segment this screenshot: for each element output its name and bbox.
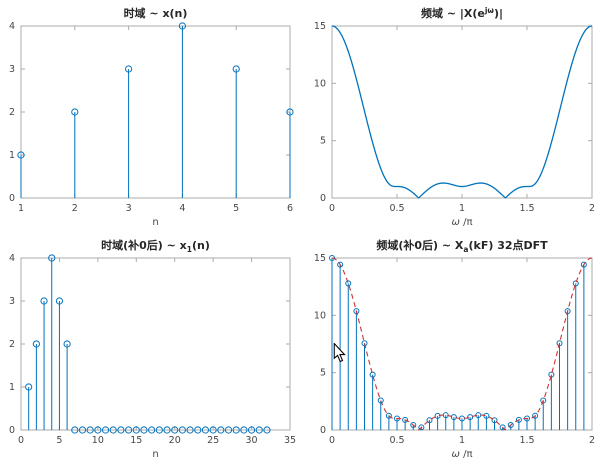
y-tick-label: 10	[314, 310, 326, 321]
y-tick-label: 4	[9, 253, 15, 264]
x-tick-label: 0.5	[389, 203, 404, 214]
dft-32-title: 频域(补0后) ~ Xa(kF) 32点DFT	[376, 238, 548, 254]
y-tick-label: 5	[320, 136, 326, 147]
x-tick-label: 0.5	[389, 435, 404, 446]
y-tick-label: 0	[9, 193, 15, 204]
subplot-time-domain-zero-padded: 0 5 10 15 20 25 30 35 0 1 2 3 4 时域(补0后) ~ x1(n) n	[9, 238, 296, 460]
x-tick-label: 1.5	[519, 435, 534, 446]
x-tick-label: 4	[179, 203, 185, 214]
x-n-stems	[17, 22, 294, 198]
x-tick-label: 0	[329, 203, 335, 214]
y-tick-label: 0	[320, 425, 326, 436]
y-tick-label: 1	[9, 382, 15, 393]
x-n-title: 时域 ~ x(n)	[124, 6, 188, 20]
y-tick-label: 0	[9, 425, 15, 436]
dft-32-stems	[329, 255, 587, 431]
x-tick-label: 1	[18, 203, 24, 214]
x-n-xlabel: n	[152, 217, 158, 228]
x-tick-label: 1	[459, 203, 465, 214]
subplot-dft-32point: 0 0.5 1 1.5 2 0 5 10 15 频域(补0后) ~ Xa(kF) 32点DFT ω …	[314, 238, 595, 460]
y-tick-label: 15	[314, 21, 326, 32]
dtft-magnitude-title: 频域 ~ |X(ejω)|	[421, 6, 503, 20]
axis-ticks: 0 5 10 15 20 25 30 35 0 1 2 3 4	[9, 253, 296, 446]
y-tick-label: 3	[9, 64, 15, 75]
x1-n-padded-stems	[25, 254, 271, 434]
x-tick-label: 30	[246, 435, 258, 446]
x-tick-label: 35	[284, 435, 296, 446]
x-tick-label: 2	[72, 203, 78, 214]
y-tick-label: 10	[314, 78, 326, 89]
y-tick-label: 2	[9, 339, 15, 350]
mouse-cursor-icon	[333, 343, 346, 363]
x-tick-label: 2	[589, 435, 595, 446]
x-tick-label: 25	[207, 435, 219, 446]
x-tick-label: 5	[56, 435, 62, 446]
x-tick-label: 1	[459, 435, 465, 446]
x1-n-padded-xlabel: n	[152, 449, 158, 460]
y-tick-label: 3	[9, 296, 15, 307]
x-tick-label: 0	[18, 435, 24, 446]
x-tick-label: 1.5	[519, 203, 534, 214]
axes-box	[20, 25, 291, 199]
x-tick-label: 6	[287, 203, 293, 214]
axes-box	[331, 25, 593, 199]
dft-32-xlabel: ω /π	[452, 449, 473, 460]
x1-n-padded-title: 时域(补0后) ~ x1(n)	[101, 238, 210, 254]
y-tick-label: 15	[314, 253, 326, 264]
y-tick-label: 1	[9, 150, 15, 161]
x-tick-label: 2	[589, 203, 595, 214]
x-tick-label: 5	[233, 203, 239, 214]
subplot-dtft-magnitude: 0 0.5 1 1.5 2 0 5 10 15 频域 ~ |X(ejω)| ω /π	[314, 6, 595, 228]
axes-box	[20, 257, 291, 431]
y-tick-label: 4	[9, 21, 15, 32]
x-tick-label: 15	[130, 435, 142, 446]
cursor-arrow	[333, 343, 346, 363]
y-tick-label: 5	[320, 368, 326, 379]
dtft-magnitude-xlabel: ω /π	[452, 217, 473, 228]
y-tick-label: 0	[320, 193, 326, 204]
x-tick-label: 10	[92, 435, 104, 446]
x-tick-label: 0	[329, 435, 335, 446]
axes-box	[331, 257, 593, 431]
dtft-envelope-dashed	[331, 257, 593, 431]
dtft-curve	[331, 25, 593, 199]
y-tick-label: 2	[9, 107, 15, 118]
axis-ticks: 0 0.5 1 1.5 2 0 5 10 15	[314, 21, 595, 214]
x-tick-label: 3	[126, 203, 132, 214]
x-tick-label: 20	[169, 435, 181, 446]
